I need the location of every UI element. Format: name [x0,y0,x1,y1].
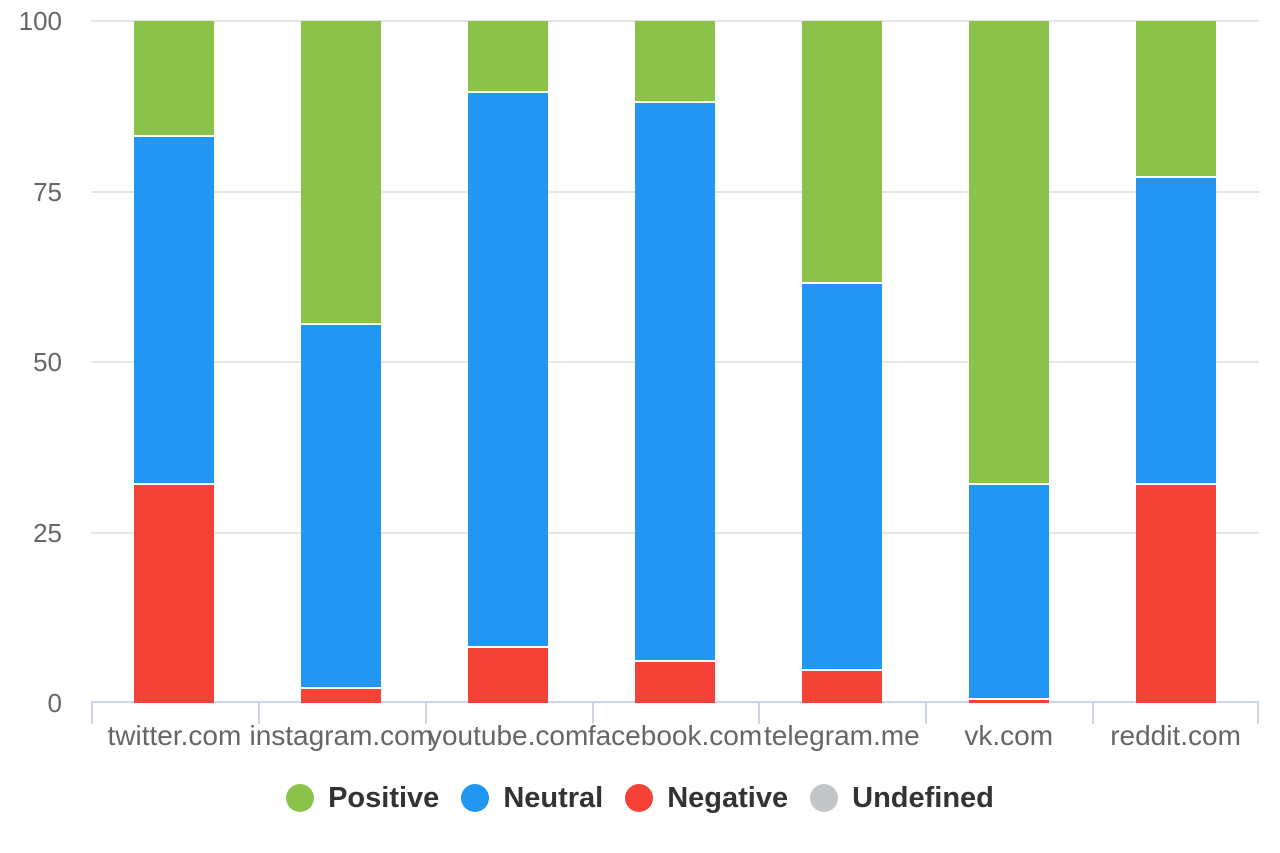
segment-negative-youtube.com[interactable] [468,648,549,703]
segment-negative-telegram.me[interactable] [801,670,882,703]
segment-neutral-facebook.com[interactable] [635,102,715,663]
segment-negative-facebook.com[interactable] [635,662,715,703]
x-axis-label-instagram.com: instagram.com [249,720,434,751]
legend-label: Undefined [852,782,994,814]
y-axis-label: 75 [33,176,62,207]
legend-label: Negative [667,782,789,814]
segment-negative-vk.com[interactable] [968,699,1049,703]
legend-item-neutral[interactable]: Neutral [461,774,603,822]
x-axis-label-reddit.com: reddit.com [1110,720,1241,751]
segment-positive-instagram.com[interactable] [301,21,382,325]
segment-neutral-twitter.com[interactable] [134,136,215,485]
x-axis-tick [925,703,927,724]
x-axis-tick [91,703,93,724]
legend-item-undefined[interactable]: Undefined [810,774,994,822]
y-axis-label: 50 [33,347,62,377]
segment-neutral-vk.com[interactable] [968,484,1049,700]
bar-instagram.com [301,21,382,703]
x-axis-tick [592,703,594,724]
legend: Positive Neutral Negative Undefined [0,773,1280,823]
x-axis-label-vk.com: vk.com [964,720,1054,751]
segment-positive-twitter.com[interactable] [134,21,215,137]
y-axis-label: 100 [18,6,62,36]
x-axis-tick [758,703,760,724]
legend-label: Neutral [503,782,604,814]
segment-positive-vk.com[interactable] [968,21,1049,485]
x-axis-tick [258,703,260,724]
segment-neutral-telegram.me[interactable] [801,283,882,671]
negative-legend-marker-icon [625,784,654,812]
segment-neutral-reddit.com[interactable] [1135,177,1216,485]
x-axis-label-telegram.me: telegram.me [764,720,920,751]
gridline [91,20,1259,22]
segment-negative-twitter.com[interactable] [134,484,215,703]
x-axis-label-twitter.com: twitter.com [107,720,242,751]
positive-legend-marker-icon [286,784,315,812]
bar-twitter.com [134,21,215,703]
neutral-legend-marker-icon [461,784,490,812]
x-axis-tick [1092,703,1094,724]
bar-facebook.com [635,21,715,703]
x-axis-label-youtube.com: youtube.com [427,720,589,751]
segment-neutral-youtube.com[interactable] [468,92,549,649]
legend-label: Positive [328,782,440,814]
bar-reddit.com [1135,21,1216,703]
y-axis-label: 25 [33,517,62,548]
x-axis-label-facebook.com: facebook.com [587,720,763,751]
segment-negative-instagram.com[interactable] [301,689,382,703]
bar-youtube.com [468,21,549,703]
segment-positive-facebook.com[interactable] [635,21,715,103]
segment-neutral-instagram.com[interactable] [301,324,382,690]
bar-vk.com [968,21,1049,703]
y-axis-label: 0 [47,688,62,718]
segment-positive-youtube.com[interactable] [468,21,549,93]
plot-area [91,20,1259,724]
segment-positive-reddit.com[interactable] [1135,21,1216,178]
x-axis-tick [425,703,427,724]
undefined-legend-marker-icon [810,784,839,812]
segment-negative-reddit.com[interactable] [1135,484,1216,703]
legend-item-positive[interactable]: Positive [286,774,439,822]
segment-positive-telegram.me[interactable] [801,21,882,284]
bar-telegram.me [801,21,882,703]
legend-item-negative[interactable]: Negative [625,774,788,822]
x-axis-tick [1257,703,1259,724]
